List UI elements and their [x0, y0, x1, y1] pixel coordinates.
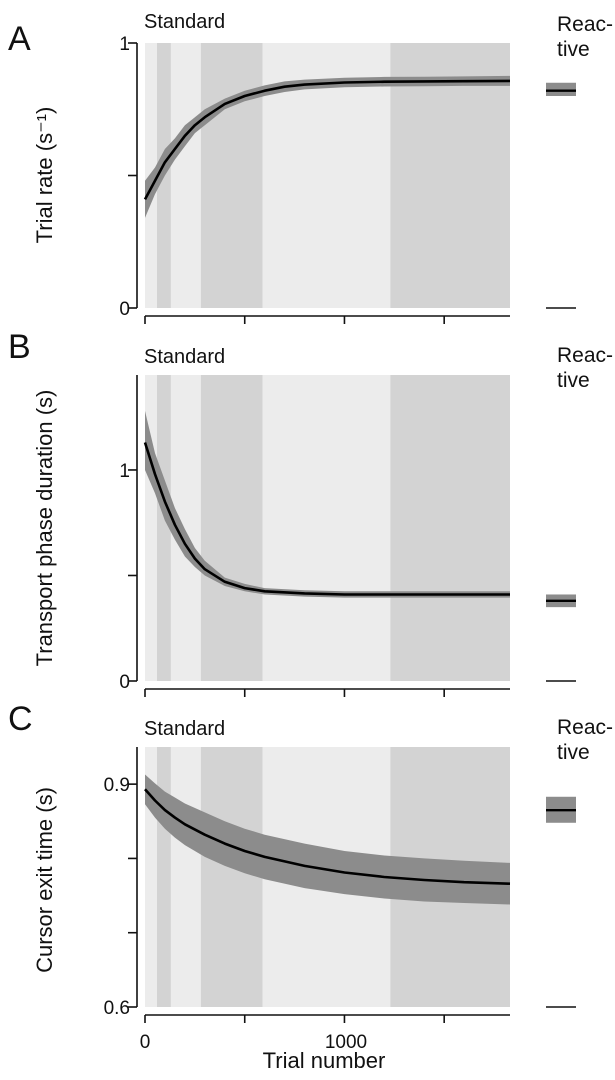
panel-a-training-block-3	[170, 43, 201, 308]
panel-c-confidence-band	[145, 774, 510, 905]
panel-a-mean-curve	[143, 79, 511, 201]
panel-b-letter: B	[8, 328, 31, 366]
panel-b-side-label: Reac- tive	[557, 344, 613, 392]
panel-b-y-tick-label: 1	[119, 461, 130, 482]
x-tick-label-0: 0	[140, 1032, 151, 1053]
panel-c-section-label: Standard	[144, 718, 225, 740]
panel-b-mean-curve	[143, 442, 510, 596]
panel-c-side-label: Reac- tive	[557, 716, 613, 764]
panel-c-y-axis-title: Cursor exit time (s)	[32, 787, 57, 973]
panel-c-plot: 0.6 0.9	[104, 747, 576, 1023]
panel-c: C Standard Reac- tive Cursor exit time (…	[8, 700, 613, 1073]
panel-b: B Standard Reac- tive Transport phase du…	[8, 328, 613, 697]
panel-b-section-label: Standard	[144, 346, 225, 368]
panel-a-training-block-4	[200, 43, 263, 308]
panel-a-section-label: Standard	[144, 11, 225, 33]
panel-b-training-block-4	[200, 375, 263, 681]
panel-a-side-label-line-1: Reac-	[557, 13, 613, 36]
panel-c-training-block-2	[156, 747, 171, 1007]
panel-b-training-block-6	[390, 375, 510, 681]
panel-a-letter: A	[8, 20, 31, 58]
panel-c-side-label-line-1: Reac-	[557, 716, 613, 739]
panel-b-training-block-5	[262, 375, 391, 681]
panel-a-training-block-6	[390, 43, 510, 308]
panel-b-side-label-line-2: tive	[557, 369, 590, 392]
panel-c-y-tick-label: 0.9	[104, 775, 130, 796]
x-tick-label-1000: 1000	[325, 1032, 367, 1053]
panel-b-y-tick-label: 0	[119, 672, 130, 693]
panel-c-mean-curve	[144, 788, 511, 885]
panel-c-y-tick-label: 0.6	[104, 998, 130, 1019]
panel-c-training-block-3	[170, 747, 201, 1007]
panel-b-y-axis-title: Transport phase duration (s)	[32, 390, 57, 667]
x-axis-title: Trial number	[263, 1048, 386, 1073]
panel-a-y-tick-label: 1	[119, 34, 130, 55]
panel-c-x-tick-labels: 0 1000	[140, 1032, 367, 1053]
panel-a-reactive-band	[546, 82, 576, 96]
panel-a: A Standard Reac- tive Trial rate (s⁻¹) 0…	[8, 11, 613, 324]
panel-b-training-block-2	[156, 375, 171, 681]
panel-a-y-tick-label: 0	[119, 299, 130, 320]
panel-c-training-block-4	[200, 747, 263, 1007]
panel-c-training-block-1	[145, 747, 157, 1007]
panel-a-y-axis-title: Trial rate (s⁻¹)	[32, 107, 57, 244]
panel-b-plot: 01	[119, 375, 576, 697]
panel-a-plot: 01	[119, 34, 576, 324]
panel-b-side-label-line-1: Reac-	[557, 344, 613, 367]
panel-b-training-block-1	[145, 375, 157, 681]
panel-c-side-label-line-2: tive	[557, 741, 590, 764]
panel-a-side-label: Reac- tive	[557, 13, 613, 61]
panel-c-letter: C	[8, 700, 33, 738]
panel-a-side-label-line-2: tive	[557, 38, 590, 61]
